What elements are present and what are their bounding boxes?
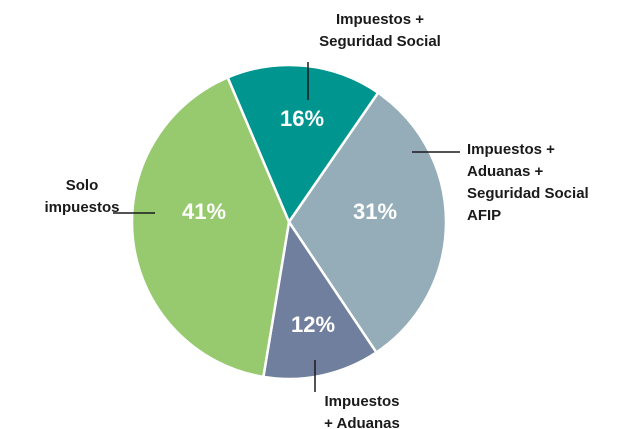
pie-slice — [226, 63, 380, 225]
category-label-line: Aduanas + — [467, 163, 544, 180]
category-label-line: Impuestos + — [336, 11, 424, 28]
category-label-line: Seguridad Social — [467, 185, 589, 202]
category-label-line: Solo — [66, 177, 99, 194]
category-label-line: Impuestos — [324, 393, 399, 410]
category-label-line: impuestos — [44, 199, 119, 216]
slice-label: 41% — [182, 199, 226, 224]
slice-label: 16% — [280, 106, 324, 131]
category-label-line: Impuestos + — [467, 141, 555, 158]
category-label-line: Seguridad Social — [319, 33, 441, 50]
category-label: Impuestos + Aduanas + Seguridad Social AFIP — [467, 141, 589, 224]
pie-slice — [287, 91, 448, 355]
category-label-line: + Aduanas — [324, 415, 400, 429]
category-label: Solo impuestos — [44, 177, 119, 216]
category-label: Impuestos + Seguridad Social — [319, 11, 441, 50]
category-label-line: AFIP — [467, 207, 501, 224]
category-label: Impuestos + Aduanas — [324, 393, 400, 429]
pie-slice — [130, 75, 291, 379]
slice-label: 12% — [291, 312, 335, 337]
slice-label: 31% — [353, 199, 397, 224]
pie-slice — [261, 218, 379, 381]
